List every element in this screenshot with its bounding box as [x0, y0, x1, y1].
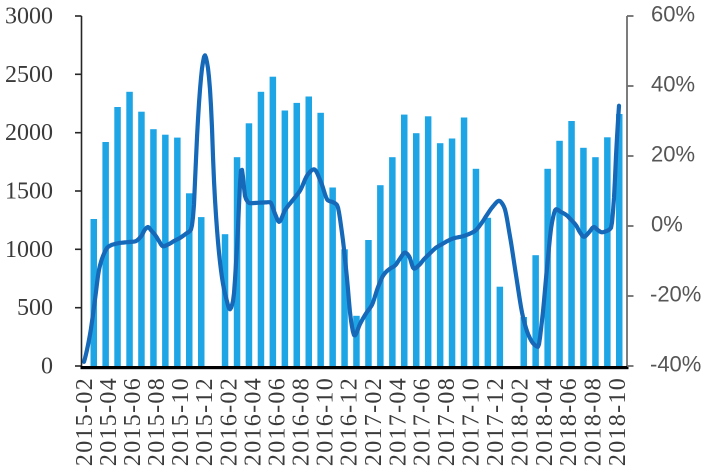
svg-text:2015-02: 2015-02: [72, 377, 98, 466]
svg-text:2018-04: 2018-04: [532, 377, 558, 466]
svg-text:2000: 2000: [5, 120, 53, 146]
svg-text:0: 0: [41, 354, 53, 380]
svg-text:2017-08: 2017-08: [434, 377, 460, 466]
svg-text:2015-08: 2015-08: [144, 377, 170, 466]
svg-text:-20%: -20%: [650, 282, 701, 307]
svg-text:2016-10: 2016-10: [313, 377, 339, 466]
svg-text:2016-04: 2016-04: [240, 377, 266, 466]
svg-text:2015-12: 2015-12: [192, 377, 218, 466]
svg-text:2017-04: 2017-04: [385, 377, 411, 466]
svg-text:60%: 60%: [651, 2, 695, 27]
svg-text:2017-06: 2017-06: [410, 377, 436, 466]
svg-text:2015-04: 2015-04: [96, 377, 122, 466]
svg-text:2017-02: 2017-02: [361, 377, 387, 466]
svg-text:1000: 1000: [5, 237, 53, 263]
svg-text:40%: 40%: [651, 72, 695, 97]
svg-text:2016-08: 2016-08: [288, 377, 314, 466]
svg-text:2500: 2500: [5, 62, 53, 88]
svg-text:2016-12: 2016-12: [337, 377, 363, 466]
svg-text:2015-06: 2015-06: [120, 377, 146, 466]
svg-text:20%: 20%: [651, 142, 695, 167]
svg-text:2017-10: 2017-10: [459, 377, 485, 466]
svg-text:2016-06: 2016-06: [264, 377, 290, 466]
svg-text:2018-02: 2018-02: [507, 377, 533, 466]
svg-text:2016-02: 2016-02: [216, 377, 242, 466]
svg-text:500: 500: [17, 295, 53, 321]
svg-text:-40%: -40%: [650, 352, 701, 377]
svg-text:2018-10: 2018-10: [605, 377, 631, 466]
svg-text:2018-08: 2018-08: [581, 377, 607, 466]
svg-text:3000: 3000: [5, 4, 53, 30]
svg-text:2015-10: 2015-10: [168, 377, 194, 466]
svg-text:0%: 0%: [651, 212, 683, 237]
svg-text:1500: 1500: [5, 179, 53, 205]
svg-text:2017-12: 2017-12: [483, 377, 509, 466]
svg-text:2018-06: 2018-06: [556, 377, 582, 466]
